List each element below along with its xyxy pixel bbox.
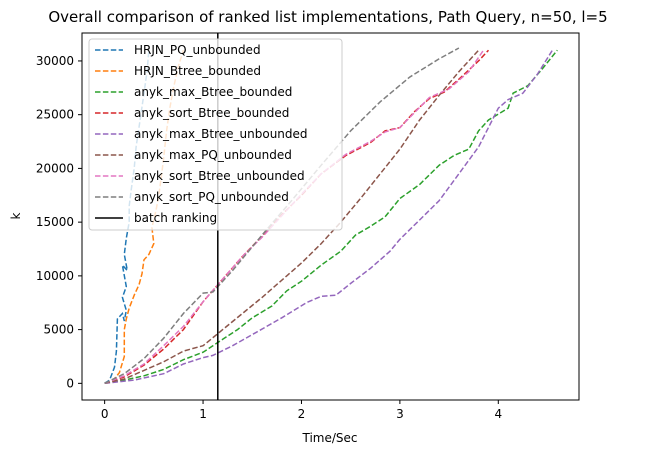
- x-tick-label: 0: [101, 407, 109, 421]
- chart-title: Overall comparison of ranked list implem…: [48, 8, 607, 26]
- plot-frame: [81, 32, 580, 401]
- series-line-5: [104, 49, 480, 385]
- x-axis: 0 1 2 3 4: [101, 400, 502, 421]
- legend-label: anyk_max_Btree_unbounded: [134, 127, 308, 141]
- legend-label: anyk_sort_Btree_unbounded: [134, 169, 305, 183]
- series-line-6: [104, 49, 485, 385]
- legend-label: anyk_max_Btree_bounded: [134, 85, 292, 99]
- legend-label: anyk_sort_PQ_unbounded: [134, 190, 289, 204]
- legend-label: anyk_max_PQ_unbounded: [134, 148, 292, 162]
- y-tick-label: 25000: [36, 108, 74, 122]
- y-tick-label: 5000: [43, 323, 74, 337]
- legend-label: HRJN_Btree_bounded: [134, 64, 261, 78]
- series-line-1: [104, 49, 185, 385]
- x-tick-label: 4: [494, 407, 502, 421]
- legend-label: anyk_sort_Btree_bounded: [134, 106, 289, 120]
- y-tick-label: 15000: [36, 215, 74, 229]
- legend-label: HRJN_PQ_unbounded: [134, 43, 261, 57]
- y-axis-label: k: [9, 212, 23, 219]
- series-line-4: [104, 49, 554, 385]
- y-tick-label: 10000: [36, 269, 74, 283]
- x-tick-label: 3: [396, 407, 404, 421]
- legend: HRJN_PQ_unbounded HRJN_Btree_bounded anyk_…: [88, 38, 343, 231]
- legend-label: batch ranking: [134, 211, 217, 225]
- y-tick-label: 30000: [36, 54, 74, 68]
- x-axis-label: Time/Sec: [301, 431, 357, 445]
- series-line-3: [104, 49, 490, 385]
- legend-box: [88, 38, 343, 231]
- y-axis: 0 5000 10000 15000 20000 25000 30000: [36, 54, 82, 390]
- y-tick-label: 20000: [36, 161, 74, 175]
- y-tick-label: 0: [66, 376, 74, 390]
- x-tick-label: 2: [298, 407, 306, 421]
- x-tick-label: 1: [199, 407, 207, 421]
